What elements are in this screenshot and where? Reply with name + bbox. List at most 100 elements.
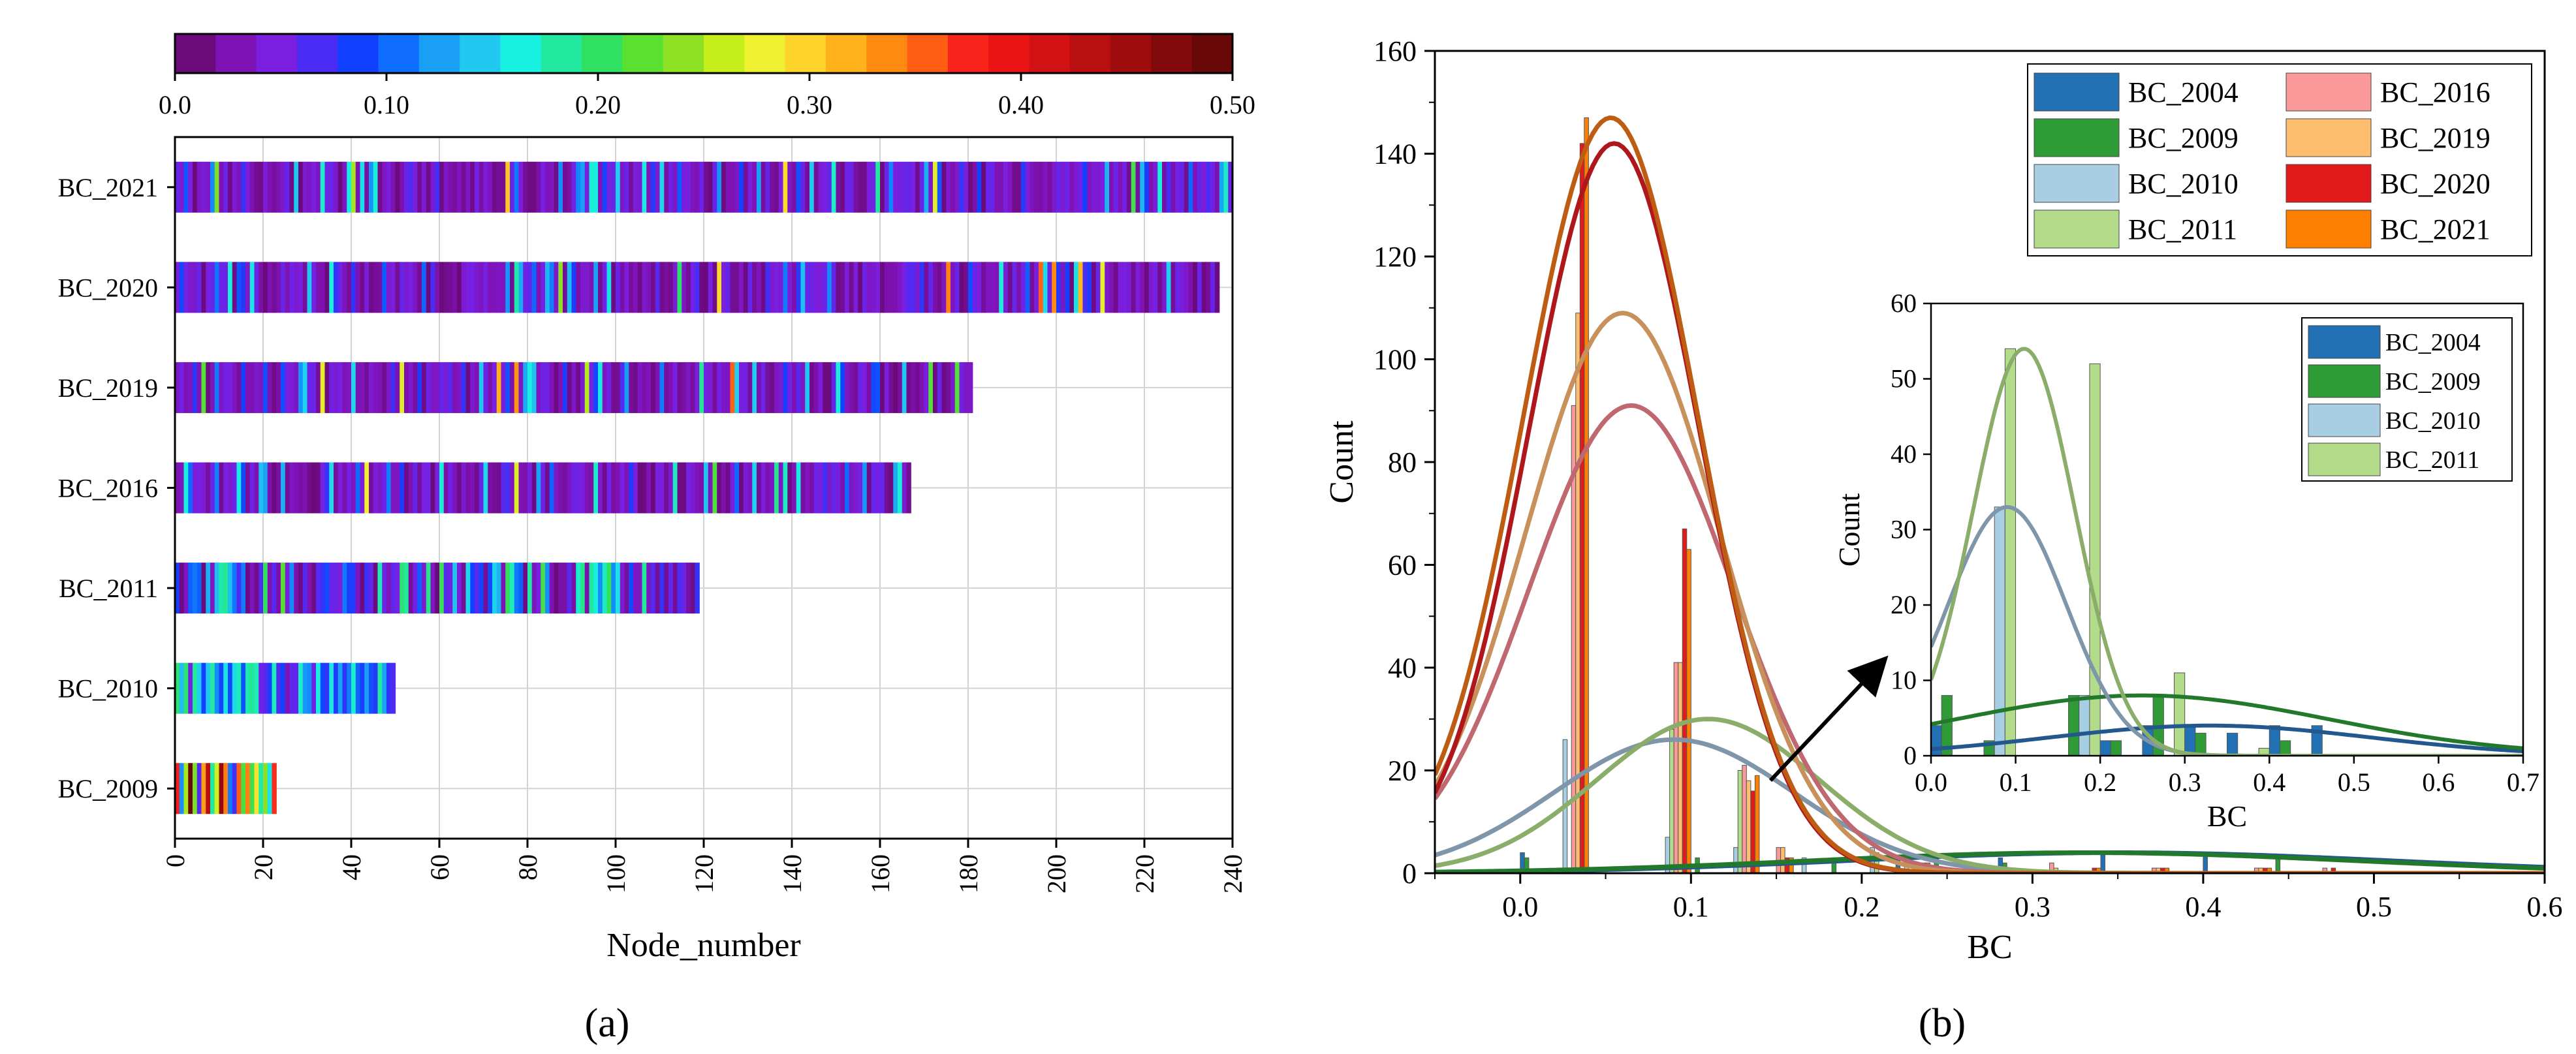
heatmap-cell xyxy=(699,362,704,413)
heatmap-cell xyxy=(906,462,911,514)
heatmap-cell xyxy=(950,262,956,313)
heatmap-cell xyxy=(373,563,379,614)
heatmap-cell xyxy=(915,262,920,313)
heatmap-cell xyxy=(400,262,405,313)
heatmap-cell xyxy=(761,262,766,313)
heatmap-cell xyxy=(329,563,334,614)
heatmap-cell xyxy=(338,662,343,714)
heatmap-cell xyxy=(906,262,911,313)
colorbar-segment xyxy=(1151,34,1193,73)
heatmap-cell xyxy=(668,563,674,614)
heatmap-cell xyxy=(761,462,766,514)
heatmap-cell xyxy=(1193,262,1198,313)
heatmap-cell xyxy=(390,563,396,614)
heatmap-cell xyxy=(580,563,586,614)
heatmap-cell xyxy=(351,462,356,514)
heatmap-cell xyxy=(461,262,467,313)
heatmap-cell xyxy=(377,563,383,614)
heatmap-cell xyxy=(1074,161,1079,213)
colorbar-segment xyxy=(866,34,908,73)
heatmap-cell xyxy=(400,563,405,614)
heatmap-cell xyxy=(364,262,369,313)
heatmap-cell xyxy=(1021,262,1026,313)
heatmap-cell xyxy=(395,161,400,213)
inset-legend-swatch xyxy=(2308,442,2381,476)
heatmap-cell xyxy=(690,262,696,313)
heatmap-cell xyxy=(977,262,982,313)
heatmap-cell xyxy=(606,262,612,313)
heatmap-cell xyxy=(743,161,749,213)
heatmap-cell xyxy=(364,563,369,614)
x-tick-label: 60 xyxy=(425,854,454,880)
heatmap-cell xyxy=(430,362,435,413)
heatmap-cell xyxy=(747,161,753,213)
heatmap-cell xyxy=(898,262,903,313)
heatmap-cell xyxy=(624,563,629,614)
heatmap-cell xyxy=(1135,262,1140,313)
heatmap-cell xyxy=(629,362,634,413)
heatmap-cell xyxy=(183,662,189,714)
heatmap-cell xyxy=(827,262,832,313)
heatmap-cell xyxy=(536,462,541,514)
heatmap-cell xyxy=(677,462,682,514)
heatmap-cell xyxy=(294,563,299,614)
heatmap-cell xyxy=(179,161,185,213)
heatmap-cell xyxy=(307,161,312,213)
inset-y-tick-label: 10 xyxy=(1891,666,1917,695)
heatmap-cell xyxy=(959,262,964,313)
heatmap-cell xyxy=(488,262,493,313)
heatmap-cell xyxy=(347,161,352,213)
heatmap-cell xyxy=(593,462,599,514)
heatmap-cell xyxy=(858,161,863,213)
heatmap-cell xyxy=(563,161,568,213)
heatmap-cell xyxy=(757,262,762,313)
heatmap-cell xyxy=(334,462,339,514)
heatmap-cell xyxy=(531,563,537,614)
heatmap-cell xyxy=(355,563,361,614)
heatmap-cell xyxy=(541,462,546,514)
heatmap-cell xyxy=(228,362,233,413)
heatmap-cell xyxy=(272,262,277,313)
heatmap-cell xyxy=(580,161,586,213)
heatmap-cell xyxy=(443,563,449,614)
heatmap-cell xyxy=(272,362,277,413)
heatmap-cell xyxy=(682,161,687,213)
heatmap-cell xyxy=(206,563,211,614)
heatmap-cell xyxy=(289,662,294,714)
x-tick-label: 0.3 xyxy=(2015,891,2050,923)
heatmap-cell xyxy=(364,362,369,413)
heatmap-cell xyxy=(259,462,264,514)
heatmap-cell xyxy=(823,462,828,514)
heatmap-cell xyxy=(210,563,215,614)
heatmap-cell xyxy=(554,262,559,313)
heatmap-cell xyxy=(695,462,700,514)
heatmap-cell xyxy=(249,763,255,814)
heatmap-cell xyxy=(214,262,220,313)
heatmap-cell xyxy=(1025,262,1031,313)
colorbar-segment xyxy=(541,34,582,73)
heatmap-cell xyxy=(285,462,291,514)
heatmap-cell xyxy=(338,262,343,313)
heatmap-cell xyxy=(611,161,616,213)
heatmap-cell xyxy=(241,462,246,514)
heatmap-cell xyxy=(906,362,911,413)
heatmap-cell xyxy=(364,662,369,714)
heatmap-cell xyxy=(928,262,934,313)
heatmap-cell xyxy=(245,262,251,313)
heatmap-cell xyxy=(624,462,629,514)
heatmap-cell xyxy=(373,462,379,514)
heatmap-cell xyxy=(219,362,224,413)
heatmap-cell xyxy=(708,462,714,514)
heatmap-cell xyxy=(404,563,409,614)
heatmap-cell xyxy=(642,262,647,313)
heatmap-cell xyxy=(245,161,251,213)
heatmap-cell xyxy=(294,462,299,514)
heatmap-cell xyxy=(236,462,242,514)
heatmap-cell xyxy=(541,262,546,313)
heatmap-cell xyxy=(1047,262,1052,313)
heatmap-cell xyxy=(1021,161,1026,213)
heatmap-cell xyxy=(179,262,185,313)
heatmap-cell xyxy=(259,262,264,313)
x-tick-label: 0.2 xyxy=(1844,891,1879,923)
